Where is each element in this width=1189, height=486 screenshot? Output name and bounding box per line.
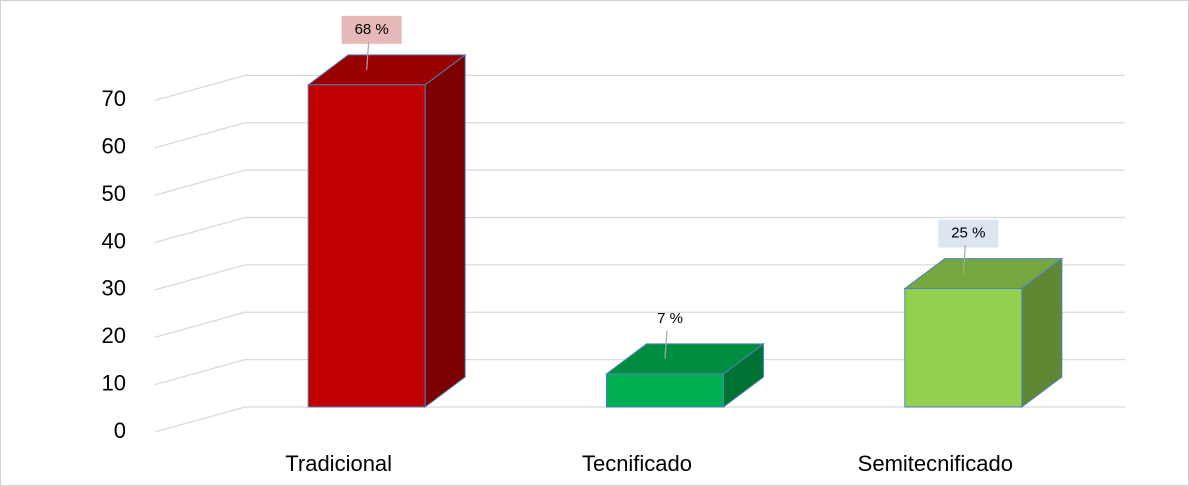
bar: [605, 342, 765, 408]
bar-front: [904, 288, 1023, 408]
grid-line: [154, 264, 1125, 291]
grid-line: [154, 74, 1125, 102]
value-label: 7 %: [657, 310, 683, 327]
grid-line: [154, 216, 1125, 244]
grid-line: [154, 122, 1125, 149]
value-label: 68 %: [355, 21, 389, 38]
label-background: [938, 219, 999, 248]
y-tick-label: 70: [102, 86, 126, 111]
y-tick-label: 10: [102, 370, 126, 395]
leader-line: [366, 41, 370, 70]
leader-line: [664, 330, 668, 359]
x-tick-label: Tecnificado: [582, 451, 692, 476]
grid-line: [154, 406, 1125, 433]
grid-line: [154, 169, 1125, 196]
x-tick-label: Tradicional: [285, 451, 392, 476]
leader-line: [962, 245, 966, 274]
x-tick-label: Semitecnificado: [858, 451, 1013, 476]
grid-line: [154, 311, 1125, 338]
value-label: 25 %: [951, 225, 985, 242]
y-tick-label: 20: [102, 323, 126, 348]
bar-front: [307, 84, 426, 408]
bar-side: [424, 53, 466, 408]
y-tick-label: 50: [102, 181, 126, 206]
grid-line: [154, 358, 1125, 386]
y-tick-label: 30: [102, 276, 126, 301]
bar-front: [606, 373, 724, 408]
bar: [903, 257, 1064, 408]
bar: [306, 53, 467, 408]
label-background: [341, 15, 402, 44]
y-tick-label: 0: [114, 418, 126, 443]
y-tick-label: 40: [102, 228, 126, 253]
y-tick-label: 60: [102, 134, 126, 159]
